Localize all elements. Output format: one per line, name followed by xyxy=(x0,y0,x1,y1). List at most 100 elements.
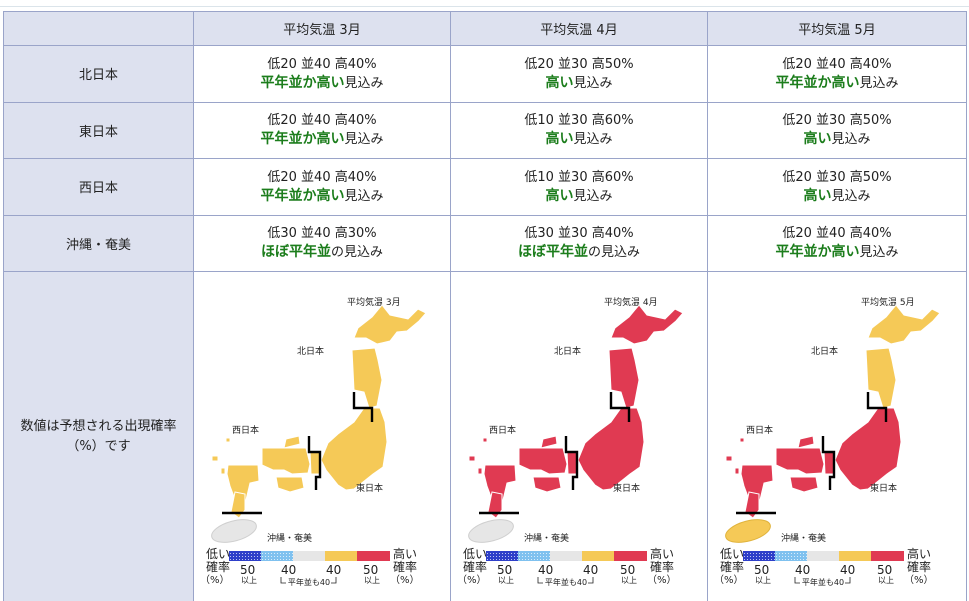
legend-dot xyxy=(776,556,777,557)
map-region-label-east: 東日本 xyxy=(356,482,383,494)
legend-high-prob: 確率 xyxy=(650,559,674,574)
legend-high-word: 高い xyxy=(907,546,931,561)
legend-low-prob: 確率 xyxy=(206,559,230,574)
legend-dot xyxy=(759,556,760,557)
legend-dot xyxy=(794,556,795,557)
map-cell-may: 平均気温 5月 北日本 西日本 東日本 沖縄・奄美 低い 確率 （%） 高い 確率 （%） 50 以上 4… xyxy=(707,271,967,601)
legend-dot xyxy=(496,553,497,554)
legend-low-word: 低い xyxy=(720,547,744,561)
legend-dot xyxy=(292,559,293,560)
legend-dot xyxy=(525,556,526,557)
legend-dot xyxy=(549,553,550,554)
region-shape-east xyxy=(577,407,645,491)
legend-dot xyxy=(803,553,804,554)
legend-low-percent: （%） xyxy=(200,574,230,586)
legend-dot xyxy=(274,553,275,554)
probability-line: 低10 並30 高60% xyxy=(451,111,707,130)
legend-swatch-normal xyxy=(293,551,325,561)
legend-dot xyxy=(750,559,751,560)
legend-dot xyxy=(236,556,237,557)
legend-dot xyxy=(782,559,783,560)
legend-swatch-high xyxy=(357,551,390,561)
legend-dot xyxy=(265,556,266,557)
legend-dot xyxy=(785,553,786,554)
east-west-border xyxy=(307,436,322,490)
legend-dot xyxy=(280,553,281,554)
forecast-cell-march: 低30 並40 高30% ほぼ平年並の見込み xyxy=(193,214,451,272)
outlook-category: 高い xyxy=(803,187,832,204)
legend-dot xyxy=(756,559,757,560)
legend-dot xyxy=(753,556,754,557)
legend-v40-left: 40 xyxy=(281,563,296,577)
legend-dot xyxy=(505,556,506,557)
prob-normal: 並40 xyxy=(816,226,846,242)
forecast-cell-march: 低20 並40 高40% 平年並か高い見込み xyxy=(193,45,451,103)
legend-dot xyxy=(514,553,515,554)
legend-dot xyxy=(788,556,789,557)
region-shape-west xyxy=(275,476,305,493)
legend-dot xyxy=(248,559,249,560)
legend-v40-left: 40 xyxy=(795,563,810,577)
legend-dot xyxy=(776,559,777,560)
legend-low-prob: 確率 xyxy=(720,559,744,574)
legend-dot xyxy=(236,559,237,560)
prob-low: 低10 xyxy=(524,169,554,185)
legend-dot xyxy=(242,556,243,557)
legend-dot xyxy=(239,559,240,560)
legend-dot xyxy=(765,559,766,560)
legend-dot xyxy=(785,559,786,560)
legend-dot xyxy=(791,556,792,557)
legend-dot xyxy=(493,553,494,554)
legend-dot xyxy=(546,559,547,560)
legend-swatch-normal_or_high xyxy=(839,551,871,561)
legend-dot xyxy=(505,559,506,560)
outlook-line: 高い見込み xyxy=(451,74,707,93)
legend-dot xyxy=(508,553,509,554)
legend-dot xyxy=(260,553,261,554)
prob-normal: 並40 xyxy=(816,56,846,72)
prob-high: 高40% xyxy=(591,226,634,242)
legend-v50-low: 50 xyxy=(240,563,255,577)
outlook-category: 平年並か高い xyxy=(260,187,345,204)
legend-dot xyxy=(794,553,795,554)
legend-dot xyxy=(251,559,252,560)
outlook-category: 平年並か高い xyxy=(775,244,860,261)
legend-bracket-left xyxy=(794,577,800,584)
legend-dot xyxy=(765,553,766,554)
legend-dot xyxy=(528,553,529,554)
map-region-label-okinawa: 沖縄・奄美 xyxy=(267,532,312,544)
legend-dot xyxy=(537,559,538,560)
probability-line: 低20 並40 高40% xyxy=(194,111,450,130)
region-shape-west xyxy=(775,447,825,475)
legend-dot xyxy=(268,559,269,560)
legend-dot xyxy=(797,559,798,560)
legend-v40-right: 40 xyxy=(840,563,855,577)
legend-dot xyxy=(800,559,801,560)
prob-high: 高40% xyxy=(849,226,892,242)
legend-dot xyxy=(251,553,252,554)
legend-dot xyxy=(803,559,804,560)
legend-dot xyxy=(747,553,748,554)
outlook-category: 高い xyxy=(545,74,574,91)
outlook-suffix: の見込み xyxy=(330,245,383,261)
legend-dot xyxy=(768,559,769,560)
legend-dot xyxy=(797,553,798,554)
forecast-cell-may: 低20 並30 高50% 高い見込み xyxy=(707,101,967,159)
legend-dot xyxy=(239,553,240,554)
legend-dot xyxy=(280,559,281,560)
legend-dot xyxy=(791,559,792,560)
outlook-line: 平年並か高い見込み xyxy=(708,243,966,262)
legend-dot xyxy=(274,556,275,557)
legend-dot xyxy=(262,556,263,557)
forecast-cell-april: 低10 並30 高60% 高い見込み xyxy=(450,101,708,159)
prob-high: 高30% xyxy=(334,226,377,242)
region-shape-west xyxy=(225,437,231,443)
legend-high-prob: 確率 xyxy=(907,559,931,574)
legend-dot xyxy=(242,559,243,560)
legend-dot xyxy=(744,553,745,554)
legend-normal-note: 平年並も40 xyxy=(545,577,587,587)
region-shape-north xyxy=(867,304,941,345)
legend-dot xyxy=(274,559,275,560)
forecast-cell-march: 低20 並40 高40% 平年並か高い見込み xyxy=(193,158,451,216)
legend-normal-note: 平年並も40 xyxy=(802,577,844,587)
